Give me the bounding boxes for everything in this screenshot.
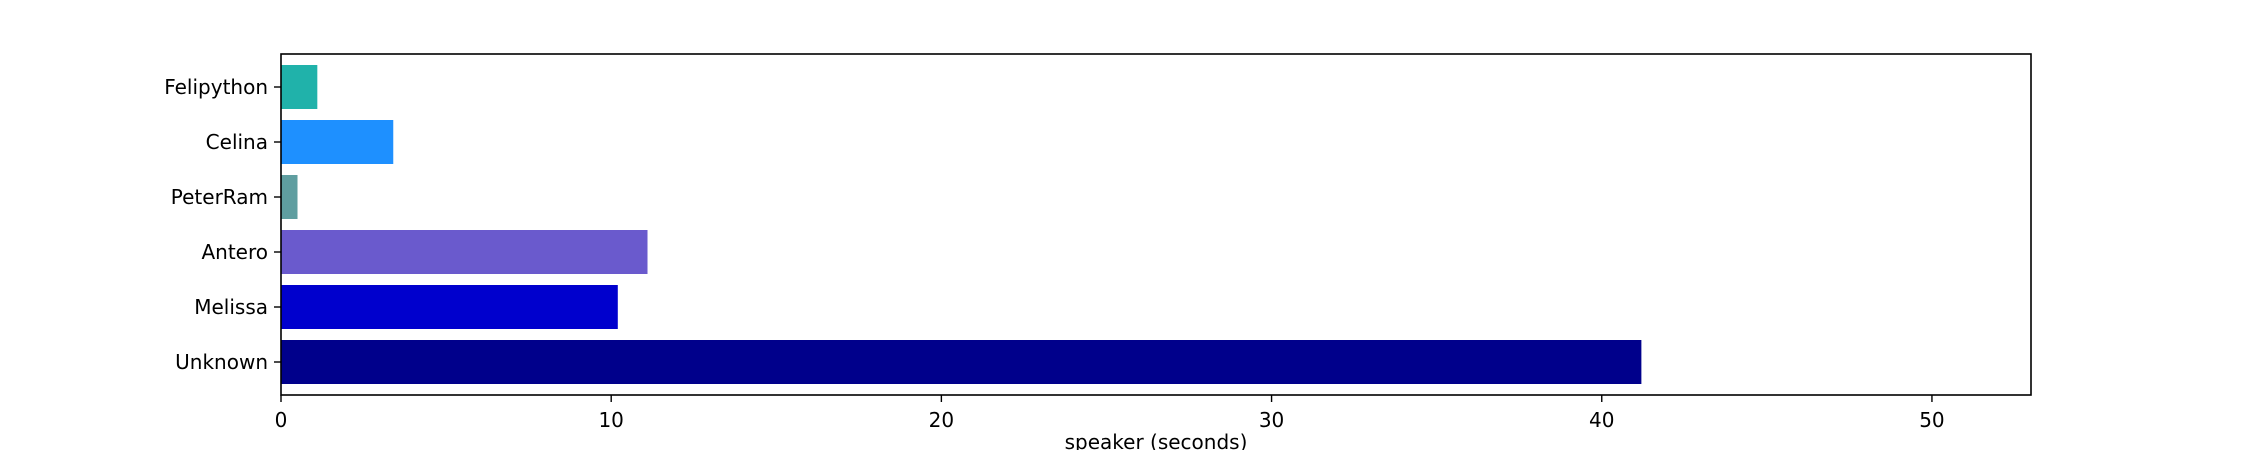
x-tick-label: 0 bbox=[275, 408, 288, 432]
y-tick-label: Unknown bbox=[175, 350, 268, 374]
y-tick-label: Felipython bbox=[164, 75, 268, 99]
bar-antero bbox=[281, 230, 648, 274]
x-axis-label: speaker (seconds) bbox=[1065, 430, 1248, 450]
bar-felipython bbox=[281, 65, 318, 109]
y-tick-label: Antero bbox=[201, 240, 268, 264]
bars-group bbox=[281, 65, 1642, 384]
x-axis: 0 10 20 30 40 50 bbox=[275, 395, 1945, 432]
bar-melissa bbox=[281, 285, 618, 329]
plot-frame bbox=[280, 53, 2032, 396]
y-tick-label: Celina bbox=[206, 130, 268, 154]
y-axis: Unknown Melissa Antero PeterRam Celina Felipy… bbox=[164, 75, 281, 374]
x-tick-label: 40 bbox=[1589, 408, 1614, 432]
x-tick-label: 10 bbox=[598, 408, 623, 432]
x-tick-label: 20 bbox=[929, 408, 954, 432]
bar-celina bbox=[281, 120, 394, 164]
bar-peterram bbox=[281, 175, 298, 219]
y-tick-label: Melissa bbox=[194, 295, 268, 319]
x-tick-label: 50 bbox=[1919, 408, 1944, 432]
y-tick-label: PeterRam bbox=[171, 185, 268, 209]
x-tick-label: 30 bbox=[1259, 408, 1284, 432]
bar-unknown bbox=[281, 340, 1642, 384]
